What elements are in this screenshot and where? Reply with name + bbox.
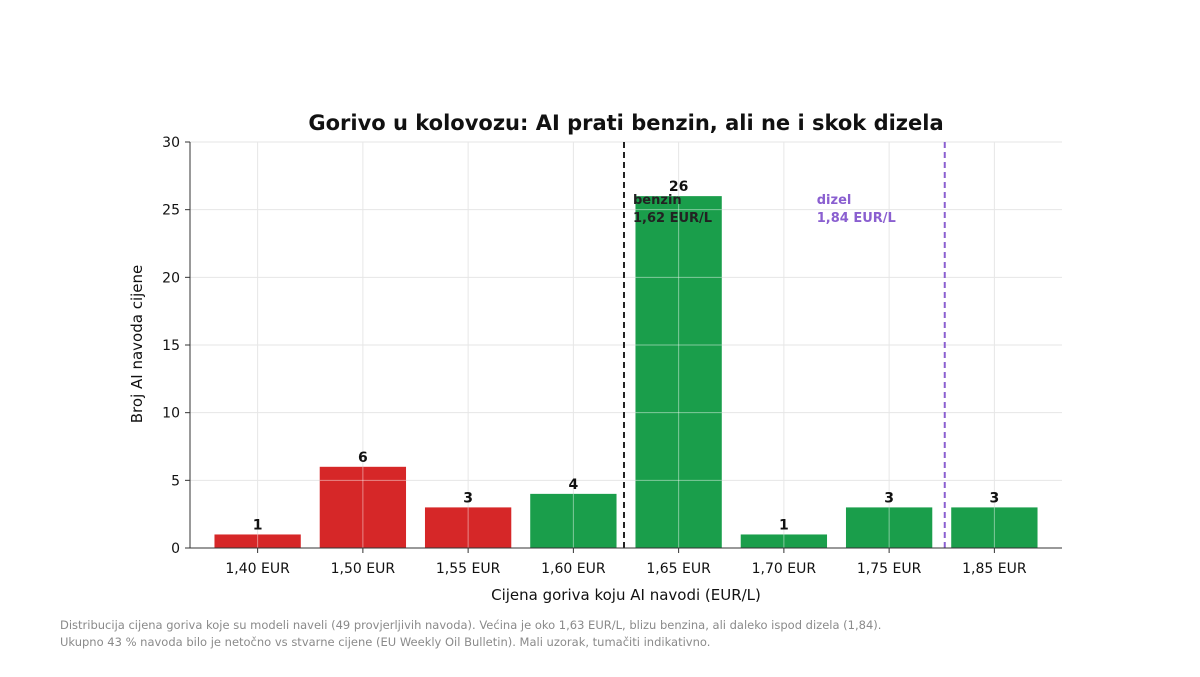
x-tick-label: 1,85 EUR: [962, 561, 1027, 577]
plot-area: 1 6 3 4 26 1 3 3 benzin 1,62 EUR/L dizel 1,84 EUR/L…: [162, 135, 1062, 577]
y-tick-label: 0: [171, 541, 180, 557]
bar-value-label: 3: [990, 490, 1000, 506]
bar-value-label: 1: [779, 517, 789, 533]
x-axis-label: Cijena goriva koju AI navodi (EUR/L): [491, 586, 761, 604]
y-tick-label: 15: [162, 338, 180, 354]
chart-title: Gorivo u kolovozu: AI prati benzin, ali …: [308, 111, 943, 135]
bar-value-label: 26: [669, 179, 688, 195]
bar-170: [740, 534, 828, 548]
x-tick-label: 1,55 EUR: [436, 561, 501, 577]
y-tick-label: 25: [162, 203, 180, 219]
footnote-line-2: Ukupno 43 % navoda bilo je netočno vs st…: [60, 635, 711, 649]
footnote-line-1: Distribucija cijena goriva koje su model…: [60, 618, 882, 632]
bar-value-label: 6: [358, 450, 368, 466]
y-tick-label: 30: [162, 135, 180, 151]
x-tick-label: 1,50 EUR: [331, 561, 396, 577]
bar-160: [530, 493, 617, 548]
bar-value-label: 3: [463, 490, 473, 506]
y-tick-label: 10: [162, 406, 180, 422]
reference-value-benzin: 1,62 EUR/L: [633, 211, 712, 226]
bar-175: [845, 507, 933, 548]
x-tick-label: 1,75 EUR: [857, 561, 922, 577]
x-tick-label: 1,70 EUR: [752, 561, 817, 577]
x-tick-label: 1,40 EUR: [225, 561, 290, 577]
bar-150: [319, 466, 407, 548]
reference-value-dizel: 1,84 EUR/L: [817, 211, 896, 226]
footnote: Distribucija cijena goriva koje su model…: [60, 617, 1160, 651]
x-tick-label: 1,60 EUR: [541, 561, 606, 577]
x-tick-label: 1,65 EUR: [646, 561, 711, 577]
bar-value-label: 3: [884, 490, 894, 506]
bar-140: [214, 534, 301, 548]
bar-155: [424, 507, 512, 548]
y-axis-label: Broj AI navoda cijene: [128, 265, 146, 423]
reference-label-dizel: dizel: [817, 193, 852, 208]
y-tick-label: 5: [171, 473, 180, 489]
bar-value-label: 1: [253, 517, 263, 533]
reference-label-benzin: benzin: [633, 193, 682, 208]
y-tick-label: 20: [162, 270, 180, 286]
bar-185: [951, 507, 1038, 548]
bar-165: [635, 196, 722, 548]
bar-value-label: 4: [569, 477, 579, 493]
